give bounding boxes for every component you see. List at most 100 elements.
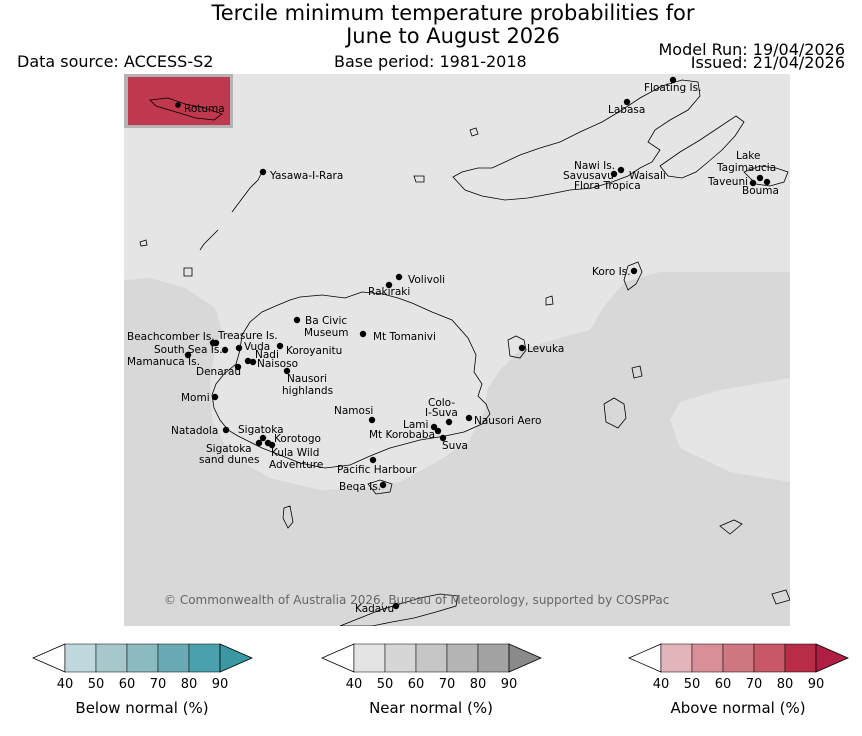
above-normal-tick-60: 60 [714,677,732,692]
marker-namosi [368,416,376,424]
rotuma-label: Rotuma [184,103,225,115]
rotuma-marker [175,102,181,108]
above-normal-swatches [628,643,849,673]
above-normal-swatch-2 [691,643,724,673]
label-rakiraki: Rakiraki [368,286,410,298]
yasawa-chain [199,171,263,251]
label-mamanuca: Mamanuca Is. [127,356,200,368]
marker-suva [439,434,447,442]
koro-coast [623,261,643,291]
label-kadavu: Kadavu [355,603,394,615]
label-treasure: Treasure Is. [217,330,278,342]
label-lami: Lami [403,419,428,431]
label-taveuni: Taveuni [707,176,748,188]
below-normal-colorbar: 40 50 60 70 80 90 Below normal (%) [32,643,253,717]
marker-volivoli [395,273,403,281]
near-normal-swatch-4 [446,643,479,673]
near-normal-swatch-2 [384,643,417,673]
marker-naisoso [249,358,257,366]
map-title: Tercile minimum temperature probabilitie… [0,2,862,48]
below-normal-ticks: 40 50 60 70 80 90 [33,675,251,692]
label-bouma: Bouma [742,185,779,197]
near-normal-high-triangle [508,643,542,673]
near-normal-tick-80: 80 [469,677,487,692]
marker-kula [268,441,276,449]
beqa-coast [367,479,393,495]
near-normal-colorbar: 40 50 60 70 80 90 Near normal (%) [321,643,542,717]
islet-470 [469,127,479,137]
marker-lami [430,423,438,431]
ovalau-coast [507,335,527,359]
marker-ba [293,316,301,324]
label-nadi: Nadi [255,349,279,361]
coastlines [139,79,790,626]
islet-183 [183,267,193,277]
above-normal-tick-50: 50 [683,677,701,692]
vanua-levu-coast [452,79,701,201]
above-normal-title: Above normal (%) [670,699,806,717]
label-flora: Flora Tropica [574,180,641,192]
below-normal-high-triangle [219,643,253,673]
marker-levuka [518,344,526,352]
below-normal-low-triangle [32,643,66,673]
islet-632 [631,365,643,379]
label-koro: Koro Is. [592,266,631,278]
label-lake: Lake [736,150,760,162]
lau-islet-2 [771,589,790,605]
label-nausori-highlands-1: Nausori [287,373,327,385]
qamea-coast [743,165,789,187]
label-sigatoka: Sigatoka [238,424,284,436]
marker-lake [756,174,764,182]
rotuma-inset [128,77,230,125]
label-naisoso: Naisoso [257,358,298,370]
label-natadola: Natadola [171,425,218,437]
label-kula-2: Adventure [269,459,323,471]
marker-denarau [234,363,242,371]
marker-nawi [617,166,625,174]
label-tomanivi: Mt Tomanivi [373,331,436,343]
near-normal-title: Near normal (%) [369,699,493,717]
marker-tomanivi [359,330,367,338]
above-normal-tick-40: 40 [652,677,670,692]
marker-floating [669,76,677,84]
marker-southsea [221,346,229,354]
map-frame: Rotuma [124,74,790,626]
marker-sigatoka [259,434,267,442]
near-normal-tick-40: 40 [345,677,363,692]
above-normal-high-triangle [815,643,849,673]
label-ba-civic-2: Museum [304,327,349,339]
near-normal-swatch-3 [415,643,448,673]
below-normal-swatch-4 [157,643,190,673]
below-normal-tick-40: 40 [56,677,74,692]
marker-taveuni [749,179,757,187]
issued-label: Issued: 21/04/2026 [690,53,845,72]
near-normal-tick-50: 50 [376,677,394,692]
marker-mamanuca [184,351,192,359]
marker-sigatoka-dunes [255,439,263,447]
below-normal-swatch-5 [188,643,221,673]
lau-islet-1 [719,519,743,535]
marker-vuda [235,344,243,352]
marker-treasure [212,339,220,347]
marker-korobaba [434,427,442,435]
marker-labasa [623,98,631,106]
gau-coast [603,397,627,429]
rotuma-coast [149,97,223,121]
label-ba-civic-1: Ba Civic [305,315,347,327]
label-namosi: Namosi [334,405,373,417]
above-normal-tick-80: 80 [776,677,794,692]
label-korotogo: Korotogo [274,433,321,445]
near-normal-tick-60: 60 [407,677,425,692]
near-normal-low-triangle [321,643,355,673]
kadavu-coast [339,593,459,626]
vatulele-coast [282,505,294,529]
islet-144 [139,239,148,247]
label-pacific-harbour: Pacific Harbour [337,464,417,476]
islet-415 [413,175,425,183]
label-yasawa: Yasawa-I-Rara [269,170,343,182]
below-normal-title: Below normal (%) [75,699,209,717]
copyright-notice: © Commonwealth of Australia 2026, Bureau… [164,593,669,607]
above-normal-colorbar: 40 50 60 70 80 90 Above normal (%) [628,643,849,717]
data-source-label: Data source: ACCESS-S2 [17,52,214,71]
